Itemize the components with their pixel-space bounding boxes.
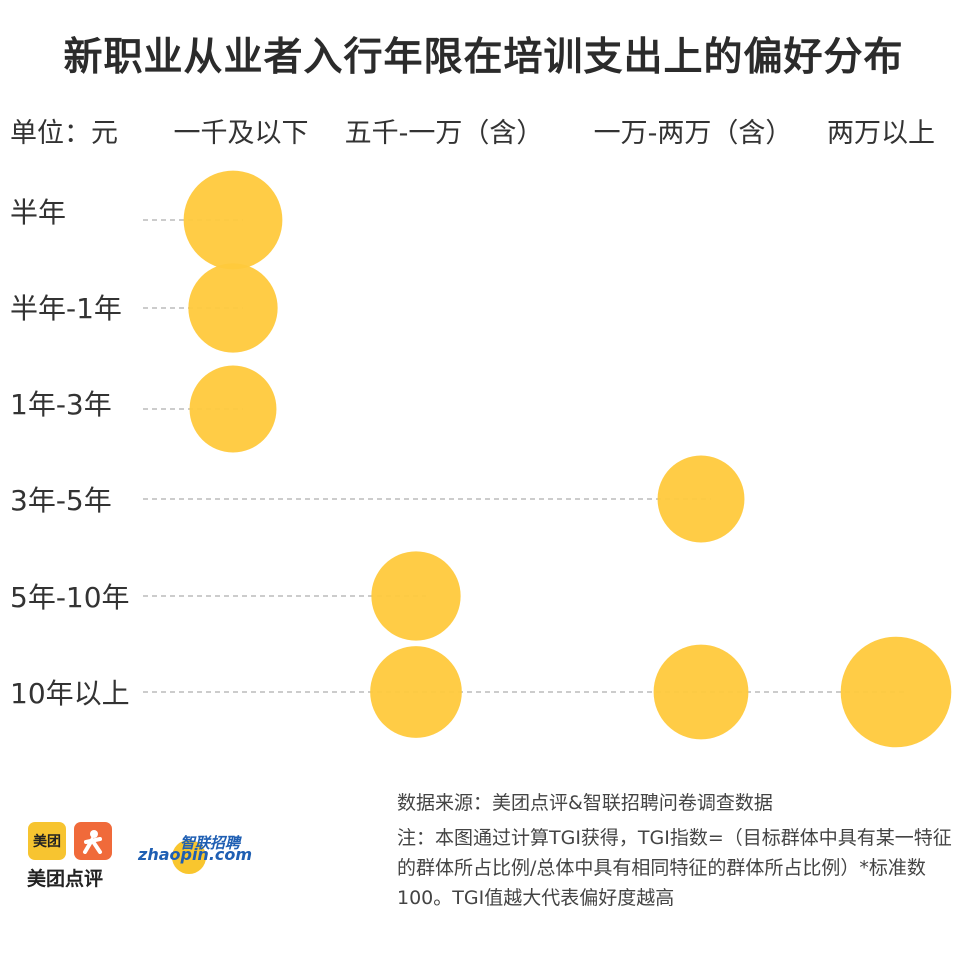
column-label-2: 五千-一万（含）: [344, 118, 544, 149]
data-source: 数据来源：美团点评&智联招聘问卷调查数据: [397, 792, 773, 814]
footnote: 注：本图通过计算TGI获得，TGI指数=（目标群体中具有某一特征的群体所占比例/…: [397, 827, 952, 909]
row-label-2: 半年-1年: [10, 292, 122, 325]
row-label-5: 5年-10年: [10, 581, 130, 614]
bubble-6-4: [840, 636, 952, 748]
zhaopin-logo-en: zhaopin.com: [138, 845, 253, 864]
zhaopin-logo-cn: 智联招聘: [180, 834, 241, 852]
meituan-logo: 美团: [28, 822, 66, 860]
bubble-5-2: [371, 551, 461, 641]
column-label-3: 一万-两万（含）: [593, 118, 793, 149]
bubble-2-1: [188, 263, 278, 353]
bubbles: [183, 170, 952, 748]
row-label-1: 半年: [10, 196, 67, 229]
bubble-1-1: [183, 170, 283, 270]
bubble-4-3: [657, 455, 745, 543]
meituan-dianping-wordmark: 美团点评: [27, 868, 104, 890]
row-label-4: 3年-5年: [10, 484, 112, 517]
dianping-logo: [74, 822, 112, 860]
unit-label: 单位：元: [10, 118, 118, 149]
bubble-6-2: [370, 646, 462, 738]
person-icon: [83, 830, 102, 854]
column-label-4: 两万以上: [827, 118, 935, 149]
chart-title: 新职业从业者入行年限在培训支出上的偏好分布: [63, 35, 904, 80]
row-label-6: 10年以上: [10, 677, 130, 710]
bubble-6-3: [653, 644, 749, 740]
row-label-3: 1年-3年: [10, 388, 112, 421]
bubble-3-1: [189, 365, 277, 453]
zhaopin-logo-mark: [172, 840, 206, 874]
column-label-1: 一千及以下: [173, 118, 309, 149]
meituan-badge-text: 美团: [33, 834, 61, 850]
